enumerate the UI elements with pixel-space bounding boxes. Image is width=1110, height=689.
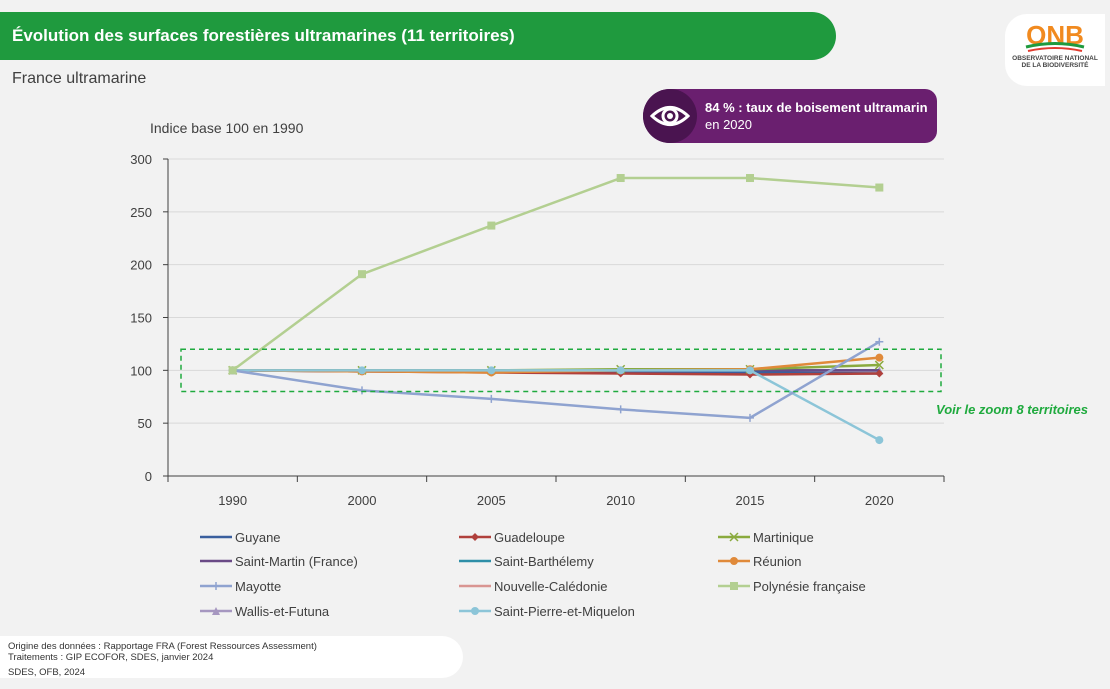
x-tick-label: 2000 xyxy=(348,493,377,508)
logo-line1: OBSERVATOIRE NATIONAL xyxy=(1012,55,1098,62)
data-point xyxy=(358,366,366,375)
x-tick-label: 2010 xyxy=(606,493,635,508)
data-point xyxy=(487,366,496,375)
data-point xyxy=(875,436,884,445)
legend-label: Guyane xyxy=(235,530,281,545)
callout-bold: 84 % : taux de boisement ultramarin xyxy=(705,100,928,115)
x-ticks: 1990 2000 2005 2010 2015 2020 xyxy=(167,475,945,508)
legend-label: Martinique xyxy=(753,530,814,545)
callout-text: 84 % : taux de boisement ultramarin en 2… xyxy=(705,99,930,133)
legend-item: Guyane xyxy=(200,530,281,545)
legend-marker xyxy=(471,533,479,541)
legend-item: Wallis-et-Futuna xyxy=(200,604,330,619)
x-tick-label: 1990 xyxy=(218,493,247,508)
chart-title: Évolution des surfaces forestières ultra… xyxy=(12,26,515,45)
legend-marker xyxy=(729,532,739,542)
legend: Guyane Guadeloupe Martinique Saint-Martin (… xyxy=(200,530,866,619)
series-line xyxy=(232,369,880,442)
title-bar: Évolution des surfaces forestières ultra… xyxy=(0,12,836,60)
data-point xyxy=(746,413,754,422)
y-tick-label: 250 xyxy=(130,205,152,220)
chart-subtitle: France ultramarine xyxy=(12,70,147,87)
data-point xyxy=(616,405,625,414)
zoom-rect xyxy=(180,348,942,393)
data-point xyxy=(874,360,884,370)
data-point xyxy=(616,174,625,183)
legend-marker xyxy=(471,607,479,615)
data-point xyxy=(875,183,884,192)
legend-label: Nouvelle-Calédonie xyxy=(494,579,607,594)
footer-box: Origine des données : Rapportage FRA (Fo… xyxy=(0,636,463,678)
legend-item: Martinique xyxy=(718,530,814,545)
legend-item: Guadeloupe xyxy=(459,530,565,545)
callout-rest: en 2020 xyxy=(705,117,752,132)
y-tick-label: 300 xyxy=(130,152,152,167)
processing-text: Traitements : GIP ECOFOR, SDES, janvier … xyxy=(8,652,214,663)
legend-marker xyxy=(730,557,738,565)
legend-label: Polynésie française xyxy=(753,579,866,594)
y-axis-label: Indice base 100 en 1990 xyxy=(150,120,304,136)
legend-label: Mayotte xyxy=(235,579,281,594)
zoom-note[interactable]: Voir le zoom 8 territoires xyxy=(936,402,1088,417)
data-point xyxy=(358,386,366,395)
y-tick-label: 50 xyxy=(138,416,152,431)
legend-item: Mayotte xyxy=(200,579,281,594)
legend-label: Wallis-et-Futuna xyxy=(235,604,330,619)
x-tick-label: 2005 xyxy=(477,493,506,508)
legend-label: Réunion xyxy=(753,554,801,569)
x-tick-label: 2020 xyxy=(865,493,894,508)
data-point xyxy=(875,369,884,378)
data-point xyxy=(875,337,884,346)
series-polyn-sie-fran-aise xyxy=(228,174,884,375)
legend-label: Saint-Martin (France) xyxy=(235,554,358,569)
legend-marker xyxy=(212,607,220,615)
data-point xyxy=(358,270,366,279)
credits-text: SDES, OFB, 2024 xyxy=(8,667,86,678)
x-tick-label: 2015 xyxy=(736,493,765,508)
data-point xyxy=(487,394,496,403)
data-point xyxy=(616,366,625,375)
callout-box: 84 % : taux de boisement ultramarin en 2… xyxy=(643,89,937,143)
y-tick-label: 0 xyxy=(145,469,152,484)
zoom-box xyxy=(180,348,942,393)
legend-item: Nouvelle-Calédonie xyxy=(459,579,607,594)
legend-label: Saint-Pierre-et-Miquelon xyxy=(494,604,635,619)
legend-marker xyxy=(730,582,738,590)
y-tick-label: 150 xyxy=(130,311,152,326)
y-tick-label: 200 xyxy=(130,258,152,273)
legend-item: Saint-Barthélemy xyxy=(459,554,594,569)
legend-item: Polynésie française xyxy=(718,579,866,594)
series-mayotte xyxy=(228,337,884,422)
y-tick-label: 100 xyxy=(130,363,152,378)
series-line xyxy=(231,176,880,372)
legend-marker xyxy=(212,582,220,590)
legend-label: Guadeloupe xyxy=(494,530,565,545)
onb-logo: ONB OBSERVATOIRE NATIONAL DE LA BIODIVER… xyxy=(1005,14,1105,86)
source-text: Origine des données : Rapportage FRA (Fo… xyxy=(8,641,317,652)
legend-item: Saint-Martin (France) xyxy=(200,554,358,569)
y-ticks: 0 50 100 150 200 250 300 xyxy=(130,152,169,484)
legend-label: Saint-Barthélemy xyxy=(494,554,594,569)
gridlines xyxy=(168,158,944,424)
data-point xyxy=(487,221,496,230)
onb-logo-icon: ONB xyxy=(1025,20,1085,52)
eye-icon xyxy=(643,89,697,143)
data-point xyxy=(228,366,237,375)
series-lines xyxy=(228,174,884,445)
series-line xyxy=(232,340,880,420)
legend-item: Saint-Pierre-et-Miquelon xyxy=(459,604,635,619)
data-point xyxy=(875,353,884,362)
data-point xyxy=(746,366,754,375)
logo-line2: DE LA BIODIVERSITÉ xyxy=(1021,62,1089,69)
legend-item: Réunion xyxy=(718,554,801,569)
data-point xyxy=(746,174,754,183)
